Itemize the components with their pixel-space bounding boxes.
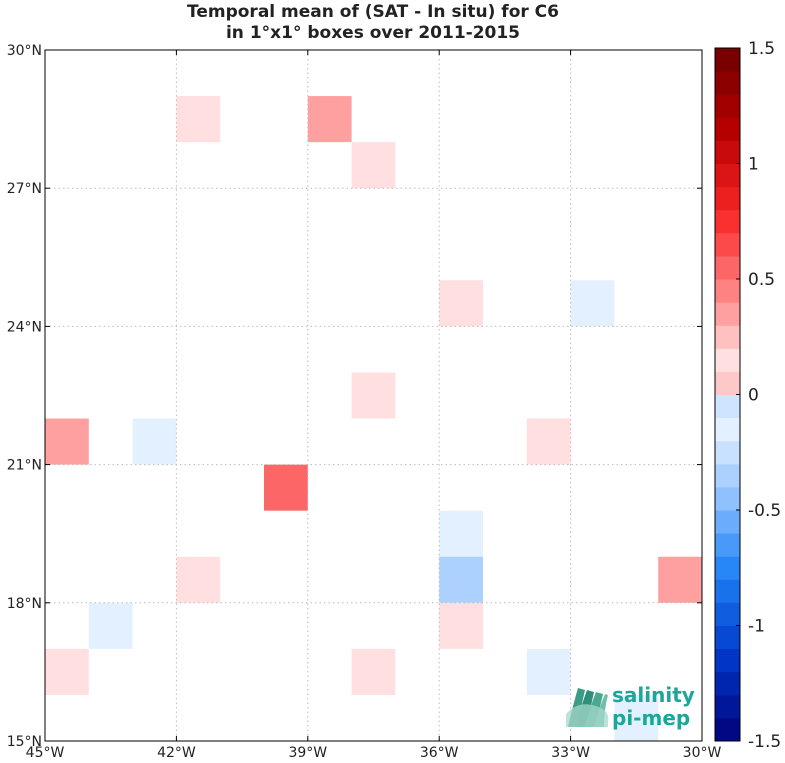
- heatmap-cell: [176, 556, 221, 603]
- x-tick-label: 33°W: [551, 745, 590, 761]
- y-tick-label: 18°N: [7, 596, 42, 612]
- x-tick-label: 39°W: [288, 745, 327, 761]
- colorbar-swatch: [715, 117, 740, 141]
- colorbar: 1.5 1 0.5 0 -0.5 -1 -1.5: [714, 39, 781, 752]
- y-tick-label: 30°N: [7, 43, 42, 59]
- colorbar-swatch: [715, 394, 740, 419]
- heatmap-cell: [351, 142, 396, 189]
- colorbar-swatch: [715, 463, 740, 488]
- colorbar-swatches: [715, 48, 740, 742]
- y-tick-label: 24°N: [7, 319, 42, 335]
- colorbar-swatch: [715, 486, 740, 511]
- y-tick-label: 21°N: [7, 458, 42, 474]
- heatmap-cell: [570, 280, 615, 327]
- heatmap-cell: [351, 372, 396, 419]
- heatmap-cell: [88, 602, 133, 649]
- logo-text-salinity: salinity: [612, 683, 695, 707]
- colorbar-swatch: [715, 510, 740, 534]
- colorbar-swatch: [715, 302, 740, 326]
- colorbar-swatch: [715, 556, 740, 580]
- colorbar-swatch: [715, 371, 740, 395]
- heatmap-cell: [439, 280, 483, 327]
- colorbar-tick-label: 1: [748, 155, 759, 175]
- colorbar-swatch: [715, 325, 740, 349]
- colorbar-tick-label: -0.5: [748, 501, 781, 521]
- colorbar-swatch: [715, 163, 740, 188]
- map-frame: [44, 49, 703, 742]
- x-tick-label: 30°W: [683, 745, 722, 761]
- colorbar-swatch: [715, 94, 740, 118]
- colorbar-swatch: [715, 232, 740, 257]
- logo-text-pi-mep: pi-mep: [612, 706, 690, 730]
- heatmap-cell: [176, 96, 221, 143]
- colorbar-tick-label: 0: [748, 386, 759, 406]
- colorbar-swatch: [715, 717, 740, 742]
- colorbar-swatch: [715, 279, 740, 303]
- heatmap-cell: [439, 556, 483, 603]
- salinity-pi-mep-logo: salinity pi-mep: [566, 683, 695, 730]
- figure-title-line2: in 1°x1° boxes over 2011-2015: [226, 23, 520, 43]
- heatmap-cell: [307, 96, 352, 143]
- heatmap-cell: [439, 602, 483, 649]
- heatmap-cell: [351, 648, 396, 695]
- colorbar-ticks: 1.5 1 0.5 0 -0.5 -1 -1.5: [736, 39, 781, 752]
- colorbar-swatch: [715, 209, 740, 234]
- colorbar-tick-label: 1.5: [748, 39, 775, 59]
- y-tick-label: 27°N: [7, 181, 42, 197]
- colorbar-swatch: [715, 71, 740, 95]
- heatmap-cell: [614, 694, 659, 741]
- latitude-ticks: 15°N 18°N 21°N 24°N 27°N 30°N: [7, 43, 702, 750]
- colorbar-swatch: [715, 648, 740, 673]
- colorbar-swatch: [715, 694, 740, 719]
- heatmap-cell: [526, 648, 571, 695]
- colorbar-tick-label: -1.5: [748, 732, 781, 752]
- figure-title-line1: Temporal mean of (SAT - In situ) for C6: [187, 2, 559, 22]
- heatmap-cell: [658, 556, 702, 603]
- heatmap-cell: [264, 464, 308, 511]
- colorbar-swatch: [715, 186, 740, 211]
- x-tick-label: 42°W: [157, 745, 196, 761]
- colorbar-swatch: [715, 579, 740, 603]
- colorbar-tick-label: 0.5: [748, 270, 775, 290]
- colorbar-tick-label: -1: [748, 617, 765, 637]
- colorbar-swatch: [715, 255, 740, 280]
- heatmap-cell: [439, 510, 483, 557]
- colorbar-swatch: [715, 533, 740, 557]
- colorbar-swatch: [715, 348, 740, 372]
- colorbar-swatch: [715, 625, 740, 650]
- colorbar-swatch: [715, 140, 740, 164]
- map-gridlines: [45, 50, 702, 741]
- logo-wave-icon: [566, 688, 608, 727]
- colorbar-swatch: [715, 671, 740, 696]
- map-plot-area: 45°W 42°W 39°W 36°W 33°W 30°W 15°N 18°N 21°N 24°…: [7, 43, 722, 761]
- heatmap-cell: [526, 418, 571, 465]
- heatmap-cells: [45, 96, 702, 741]
- y-tick-label: 15°N: [7, 734, 42, 750]
- longitude-ticks: 45°W 42°W 39°W 36°W 33°W 30°W: [26, 50, 722, 761]
- colorbar-swatch: [715, 440, 740, 465]
- colorbar-swatch: [715, 417, 740, 442]
- heatmap-cell: [45, 418, 89, 465]
- heatmap-cell: [132, 418, 177, 465]
- x-tick-label: 45°W: [26, 745, 65, 761]
- colorbar-swatch: [715, 48, 740, 72]
- colorbar-swatch: [715, 602, 740, 626]
- heatmap-cell: [45, 648, 89, 695]
- x-tick-label: 36°W: [420, 745, 459, 761]
